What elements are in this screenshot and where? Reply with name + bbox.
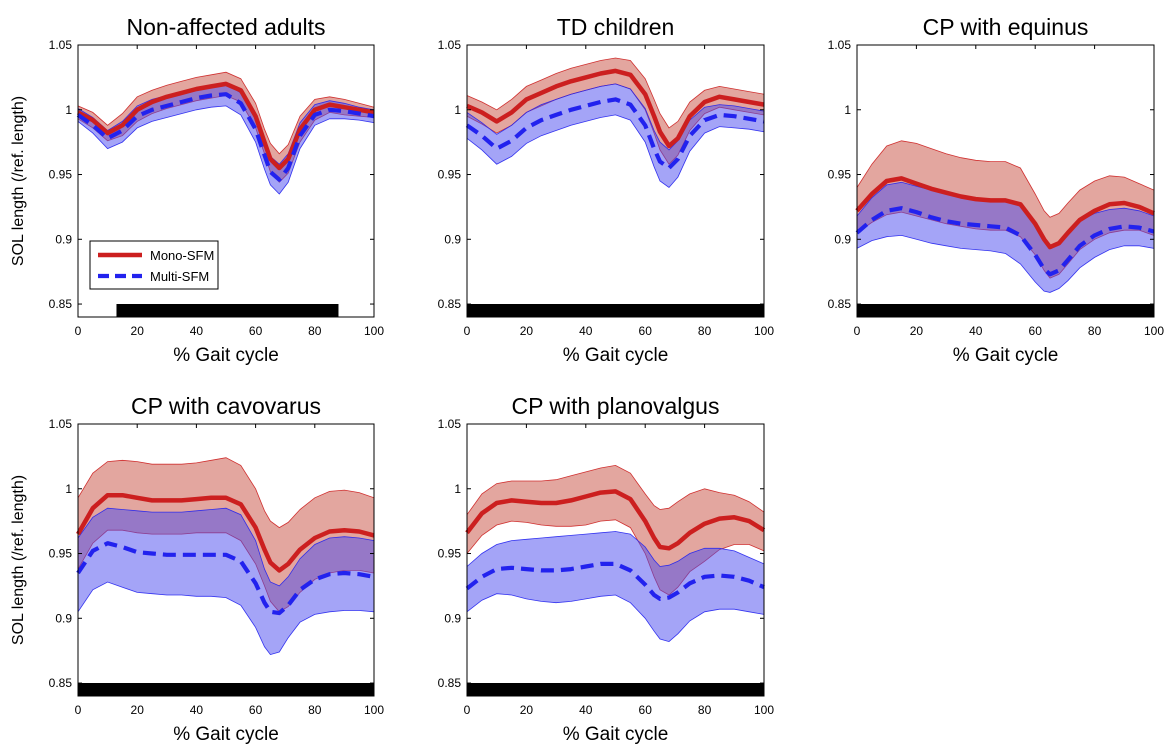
y-tick-label: 0.95 <box>438 547 462 561</box>
gait-phase-bar <box>116 304 339 317</box>
y-tick-label: 0.85 <box>49 297 73 311</box>
x-tick-label: 100 <box>364 324 384 338</box>
y-tick-label: 1 <box>454 103 461 117</box>
y-tick-label: 0.85 <box>438 676 462 690</box>
mono-sfm-mean-line <box>466 68 765 149</box>
y-tick-label: 0.95 <box>438 168 462 182</box>
chart-title: CP with cavovarus <box>131 393 321 419</box>
axes-frame <box>77 44 375 318</box>
y-tick-label: 0.85 <box>49 676 73 690</box>
y-tick-label: 0.85 <box>438 297 462 311</box>
x-tick-label: 80 <box>308 703 322 717</box>
y-tick-label: 1 <box>844 103 851 117</box>
chart-panel-4: 0 20 40 60 80 100 0.85 0.9 0.95 1 1.05 CP with cavo… <box>10 393 384 745</box>
x-tick-label: 0 <box>75 703 82 717</box>
y-tick-label: 0.9 <box>55 611 72 625</box>
y-tick-label: 0.95 <box>49 168 73 182</box>
chart-title: TD children <box>557 14 675 40</box>
x-tick-label: 20 <box>520 324 534 338</box>
x-tick-label: 60 <box>249 324 263 338</box>
mono-sfm-mean-line <box>855 176 1155 250</box>
x-tick-label: 40 <box>969 324 983 338</box>
axes-frame <box>77 423 375 697</box>
x-tick-label: 60 <box>639 324 653 338</box>
x-tick-label: 80 <box>698 324 712 338</box>
y-tick-label: 0.9 <box>55 232 72 246</box>
multi-sfm-mean-line <box>465 97 765 171</box>
mono-sfm-mean-line <box>76 492 375 573</box>
x-tick-label: 100 <box>364 703 384 717</box>
y-tick-label: 1.05 <box>828 38 852 52</box>
x-tick-label: 20 <box>520 703 534 717</box>
y-tick-label: 0.9 <box>834 232 851 246</box>
mono-sfm-mean-line <box>76 81 375 171</box>
legend-multi-label: Multi-SFM <box>150 269 209 284</box>
axes-frame <box>466 423 765 697</box>
legend-box <box>89 240 219 290</box>
x-tick-label: 80 <box>698 703 712 717</box>
y-tick-label: 1.05 <box>49 417 73 431</box>
chart-title: Non-affected adults <box>126 14 325 40</box>
y-tick-label: 1 <box>65 482 72 496</box>
x-tick-label: 40 <box>190 324 204 338</box>
legend: Mono-SFM Multi-SFM <box>89 240 219 290</box>
x-tick-label: 0 <box>854 324 861 338</box>
x-tick-label: 80 <box>1088 324 1102 338</box>
x-tick-label: 20 <box>131 324 145 338</box>
gait-phase-bar <box>467 683 764 696</box>
y-tick-label: 1.05 <box>438 417 462 431</box>
gait-phase-bar <box>467 304 764 317</box>
chart-panel-5: 0 20 40 60 80 100 0.85 0.9 0.95 1 1.05 CP with plan… <box>438 393 775 745</box>
x-tick-label: 0 <box>464 703 471 717</box>
legend-mono-label: Mono-SFM <box>150 248 214 263</box>
y-tick-label: 1.05 <box>438 38 462 52</box>
multi-sfm-mean-line <box>465 561 765 601</box>
chart-panel-2: 0 20 40 60 80 100 0.85 0.9 0.95 1 1.05 TD children%… <box>438 14 775 366</box>
axes-frame <box>466 44 765 318</box>
y-tick-label: 0.85 <box>828 297 852 311</box>
x-tick-label: 40 <box>579 703 593 717</box>
y-tick-label: 1.05 <box>49 38 73 52</box>
x-tick-label: 20 <box>910 324 924 338</box>
chart-title: CP with planovalgus <box>512 393 720 419</box>
x-tick-label: 60 <box>1029 324 1043 338</box>
gait-phase-bar <box>857 304 1154 317</box>
y-axis-label: SOL length (/ref. length) <box>10 96 27 266</box>
gait-phase-bar <box>78 683 374 696</box>
x-axis-label: % Gait cycle <box>953 345 1059 366</box>
x-tick-label: 100 <box>754 324 774 338</box>
x-axis-label: % Gait cycle <box>563 724 669 745</box>
x-tick-label: 0 <box>464 324 471 338</box>
x-tick-label: 40 <box>579 324 593 338</box>
chart-title: CP with equinus <box>923 14 1089 40</box>
axes-frame <box>856 44 1155 318</box>
x-tick-label: 80 <box>308 324 322 338</box>
x-tick-label: 100 <box>754 703 774 717</box>
x-tick-label: 20 <box>131 703 145 717</box>
x-tick-label: 100 <box>1144 324 1164 338</box>
x-tick-label: 60 <box>639 703 653 717</box>
mono-sfm-mean-line <box>465 489 766 551</box>
x-tick-label: 40 <box>190 703 204 717</box>
y-tick-label: 0.95 <box>828 168 852 182</box>
multi-sfm-mean-line <box>76 541 375 616</box>
multi-sfm-mean-line <box>76 92 375 182</box>
x-axis-label: % Gait cycle <box>173 724 279 745</box>
x-axis-label: % Gait cycle <box>563 345 669 366</box>
x-axis-label: % Gait cycle <box>173 345 279 366</box>
y-tick-label: 1 <box>65 103 72 117</box>
y-tick-label: 0.95 <box>49 547 73 561</box>
y-tick-label: 1 <box>454 482 461 496</box>
x-tick-label: 60 <box>249 703 263 717</box>
x-tick-label: 0 <box>75 324 82 338</box>
chart-panel-1: 0 20 40 60 80 100 0.85 0.9 0.95 1 1.05 Non-affected… <box>10 14 384 366</box>
chart-panel-3: 0 20 40 60 80 100 0.85 0.9 0.95 1 1.05 CP with equi… <box>828 14 1164 366</box>
y-axis-label: SOL length (/ref. length) <box>10 475 27 645</box>
y-tick-label: 0.9 <box>444 232 461 246</box>
multi-sfm-mean-line <box>855 206 1155 277</box>
y-tick-label: 0.9 <box>444 611 461 625</box>
